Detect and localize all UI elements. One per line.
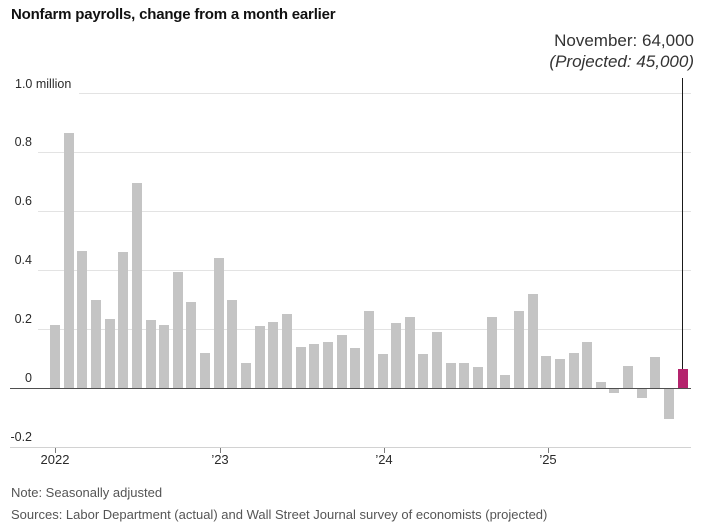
bar-May-2024 [432,331,443,388]
bar-Apr-2025 [582,342,593,388]
bar-Aug-2023 [309,343,320,389]
note-text: Note: Seasonally adjusted [11,485,163,500]
bar-Jun-2023 [282,314,292,389]
bar-Apr-2023 [254,326,265,388]
bar-Feb-2022 [63,132,74,388]
bar-May-2023 [268,321,279,388]
annotation-callout: November: 64,000 (Projected: 45,000) [549,30,694,72]
bar-Oct-2025 [664,389,674,419]
annotation-callout-line [681,78,684,370]
bar-Dec-2024 [527,293,538,388]
bar-Sep-2022 [159,324,170,388]
bar-Jul-2025 [623,365,634,388]
bar-Feb-2025 [554,358,565,388]
bar-Jan-2022 [50,324,60,388]
bar-Oct-2022 [172,271,183,388]
bar-Jun-2022 [118,252,129,388]
bar-Mar-2024 [404,317,415,388]
bar-Mar-2025 [568,352,579,388]
y-axis-label: 0.2 [14,312,32,326]
chart-title: Nonfarm payrolls, change from a month ea… [11,6,336,23]
x-axis-label-25: ’25 [539,452,557,467]
x-axis-tick [220,448,221,453]
annotation-actual-value: November: 64,000 [554,31,694,50]
gridline-0.6 [38,211,691,212]
gridline-1.0 million [79,93,691,94]
x-axis-label-23: ’23 [211,452,229,467]
bar-Oct-2024 [500,374,511,388]
bar-Sep-2023 [322,342,333,388]
annotation-projected-value: (Projected: 45,000) [549,52,694,71]
y-axis-label: 0.8 [14,135,32,149]
bar-Aug-2022 [145,320,156,388]
bar-May-2022 [104,318,115,388]
bar-Aug-2025 [636,389,647,398]
bar-Jun-2024 [445,362,456,388]
y-axis-label: -0.2 [10,430,32,444]
bar-Apr-2024 [418,354,429,388]
bar-Jan-2025 [541,355,552,389]
bar-May-2025 [595,382,606,388]
bar-Jun-2025 [609,389,620,394]
x-axis-tick [384,448,385,453]
bar-Sep-2024 [486,317,497,388]
bar-Aug-2024 [473,367,483,389]
bar-Mar-2022 [77,250,88,388]
gridline-0.4 [38,270,691,271]
bar-Jul-2022 [131,183,142,388]
bar-Dec-2023 [363,311,374,388]
bar-Nov-2023 [350,348,361,388]
x-axis-tick [55,448,56,453]
x-axis-label-2022: 2022 [40,452,70,467]
x-axis-line [10,447,691,448]
y-axis-label: 0 [25,371,32,385]
x-axis-label-24: ’24 [375,452,393,467]
bar-Feb-2024 [391,323,402,388]
bar-Oct-2023 [336,334,347,388]
bar-Jan-2023 [213,258,224,388]
sources-text: Sources: Labor Department (actual) and W… [11,507,548,522]
y-axis-label: 0.4 [14,253,32,267]
y-axis-label: 0.6 [14,194,32,208]
bar-Nov-2024 [513,311,524,388]
zero-baseline [10,388,691,389]
bar-Nov-2022 [186,302,197,388]
bar-Dec-2022 [200,352,211,388]
bar-Jul-2024 [459,362,470,388]
bar-Nov-2025 [677,369,688,388]
bar-Mar-2023 [241,362,251,388]
bar-Jul-2023 [295,346,306,388]
x-axis-tick [548,448,549,453]
gridline-0.8 [38,152,691,153]
bar-Jan-2024 [377,354,388,388]
bar-Sep-2025 [650,357,661,388]
bar-Feb-2023 [227,299,238,388]
y-axis-label: 1.0 million [15,77,72,91]
bar-Apr-2022 [90,299,101,388]
